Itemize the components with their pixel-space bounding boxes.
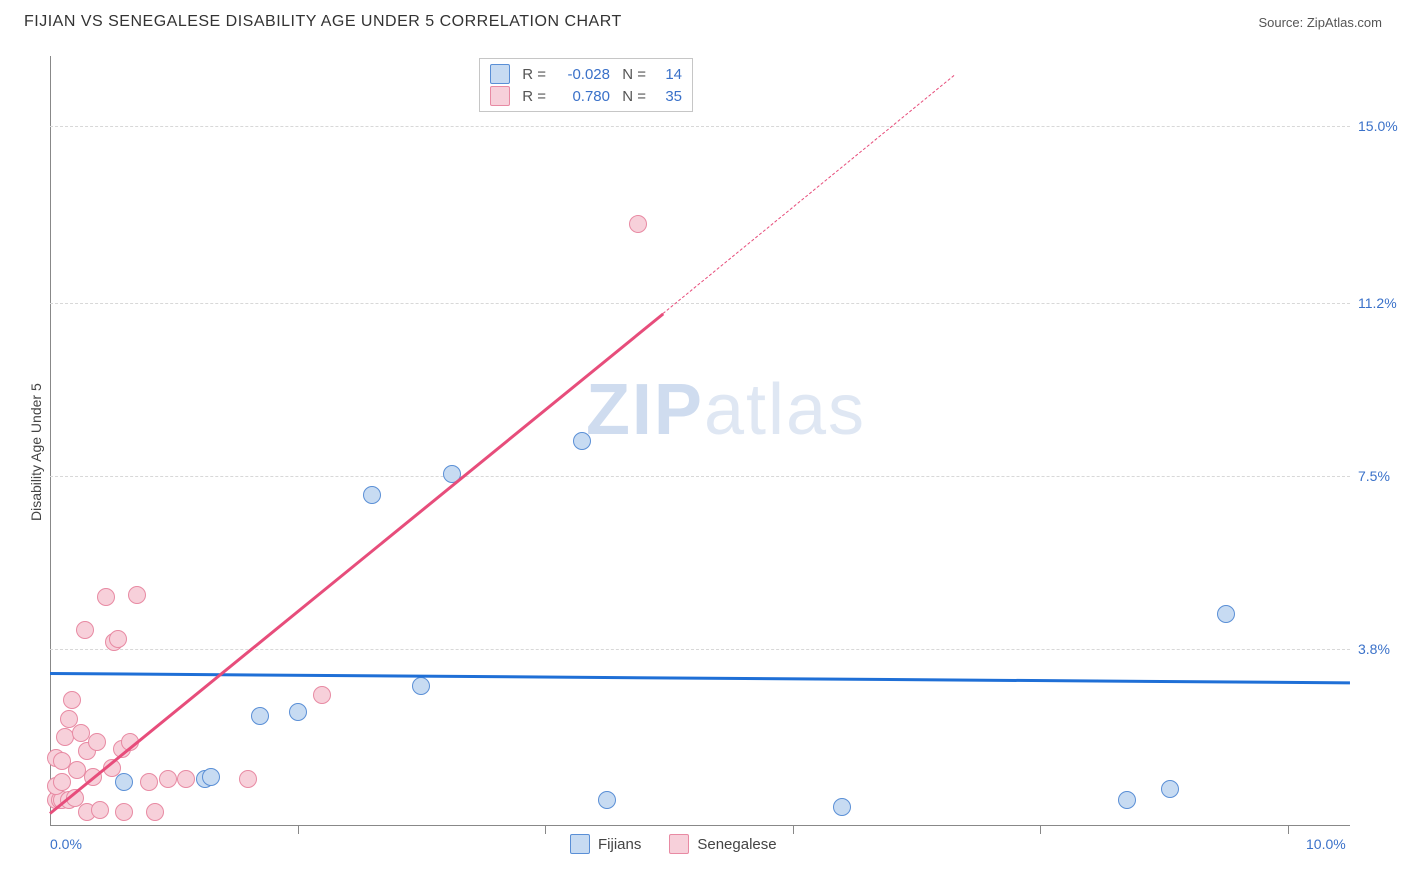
data-point-senegalese [313,686,331,704]
data-point-senegalese [76,621,94,639]
x-axis-min-label: 0.0% [50,836,82,852]
data-point-senegalese [177,770,195,788]
stats-r-value: 0.780 [554,88,610,105]
data-point-fijians [573,432,591,450]
correlation-stats-box: R = -0.028 N = 14 R = 0.780 N = 35 [479,58,693,112]
swatch-senegalese [669,834,689,854]
data-point-senegalese [72,724,90,742]
x-tick [1040,826,1041,834]
x-tick [793,826,794,834]
legend-label: Fijians [598,836,641,853]
data-point-senegalese [109,630,127,648]
gridline [50,303,1350,304]
source-prefix: Source: [1258,15,1306,30]
watermark-zip: ZIP [586,370,704,450]
stats-r-value: -0.028 [554,66,610,83]
data-point-fijians [833,798,851,816]
x-axis-max-label: 10.0% [1306,836,1346,852]
data-point-senegalese [239,770,257,788]
y-axis-line [50,56,51,826]
data-point-senegalese [88,733,106,751]
data-point-senegalese [91,801,109,819]
data-point-fijians [289,703,307,721]
swatch-senegalese [490,86,510,106]
stats-row-fijians: R = -0.028 N = 14 [490,63,682,85]
data-point-fijians [115,773,133,791]
data-point-fijians [412,677,430,695]
data-point-senegalese [140,773,158,791]
y-axis-title: Disability Age Under 5 [28,383,44,521]
legend-item-fijians: Fijians [570,834,641,854]
data-point-fijians [598,791,616,809]
stats-n-value: 14 [654,66,682,83]
legend-item-senegalese: Senegalese [669,834,776,854]
x-tick [545,826,546,834]
stats-r-label: R = [518,66,546,83]
legend: Fijians Senegalese [570,834,777,854]
stats-n-label: N = [618,66,646,83]
data-point-senegalese [97,588,115,606]
y-tick-label: 3.8% [1358,641,1390,657]
data-point-senegalese [53,773,71,791]
y-tick-label: 15.0% [1358,118,1398,134]
watermark: ZIPatlas [586,369,866,451]
trend-line [49,313,664,815]
swatch-fijians [570,834,590,854]
trend-line [663,75,955,314]
scatter-plot: ZIPatlas [50,56,1350,826]
x-axis-line [50,825,1350,826]
stats-row-senegalese: R = 0.780 N = 35 [490,85,682,107]
trend-line [50,672,1350,684]
data-point-senegalese [146,803,164,821]
y-tick-label: 11.2% [1358,295,1397,311]
watermark-rest: atlas [704,370,866,450]
data-point-fijians [251,707,269,725]
gridline [50,126,1350,127]
data-point-senegalese [629,215,647,233]
chart-title: FIJIAN VS SENEGALESE DISABILITY AGE UNDE… [24,13,622,31]
data-point-senegalese [115,803,133,821]
data-point-fijians [1118,791,1136,809]
data-point-fijians [363,486,381,504]
data-point-fijians [1161,780,1179,798]
source-name: ZipAtlas.com [1307,15,1382,30]
data-point-fijians [202,768,220,786]
chart-header: FIJIAN VS SENEGALESE DISABILITY AGE UNDE… [0,0,1406,44]
data-point-senegalese [159,770,177,788]
data-point-senegalese [128,586,146,604]
legend-label: Senegalese [697,836,776,853]
data-point-senegalese [63,691,81,709]
y-tick-label: 7.5% [1358,468,1390,484]
stats-n-value: 35 [654,88,682,105]
source-attribution: Source: ZipAtlas.com [1258,15,1382,30]
swatch-fijians [490,64,510,84]
gridline [50,476,1350,477]
data-point-fijians [1217,605,1235,623]
x-tick [298,826,299,834]
stats-n-label: N = [618,88,646,105]
gridline [50,649,1350,650]
stats-r-label: R = [518,88,546,105]
x-tick [1288,826,1289,834]
